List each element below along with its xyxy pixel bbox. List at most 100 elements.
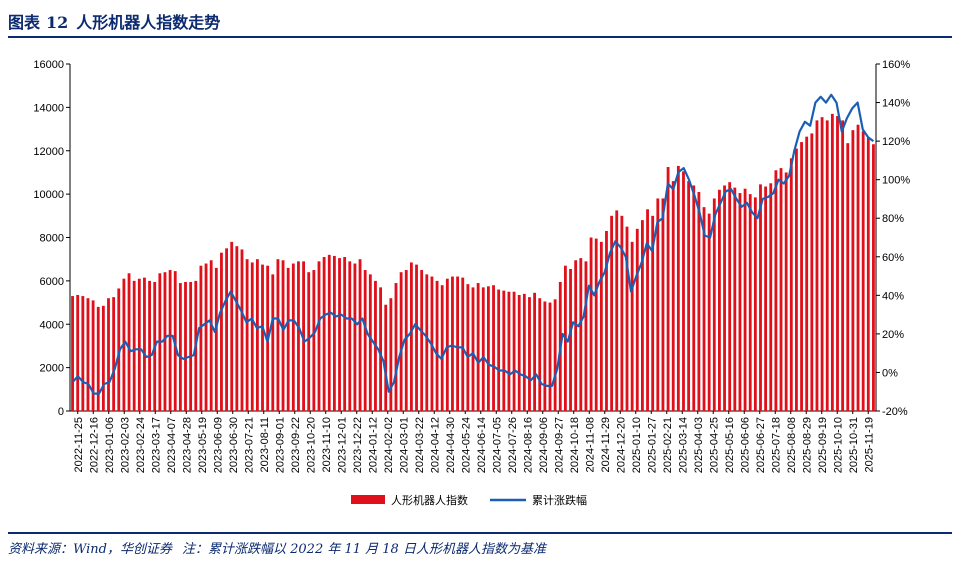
right-tick-label: 60% [882, 252, 904, 264]
bar [189, 281, 193, 411]
x-tick-label: 2025-02-21 [662, 417, 674, 473]
bar [789, 158, 793, 411]
bar [666, 167, 670, 411]
x-tick-label: 2025-06-06 [739, 417, 751, 473]
bar [230, 241, 234, 411]
x-tick-label: 2023-02-24 [135, 417, 147, 473]
right-tick-label: 80% [882, 213, 904, 225]
source-text: 资料来源：Wind，华创证券 [8, 542, 172, 557]
left-tick-label: 16000 [33, 59, 64, 71]
x-tick-label: 2025-01-10 [631, 417, 643, 473]
bar [800, 142, 803, 411]
bar [271, 274, 275, 411]
bar [861, 131, 865, 411]
bar [363, 270, 367, 411]
bar [610, 215, 614, 411]
bar [368, 274, 372, 411]
bar [630, 241, 634, 411]
x-tick-label: 2025-04-25 [708, 417, 720, 473]
left-tick-label: 10000 [33, 189, 64, 201]
x-tick-label: 2023-04-07 [166, 417, 178, 473]
bar [415, 264, 418, 411]
x-tick-label: 2023-04-28 [181, 417, 193, 473]
bar [764, 186, 768, 411]
bar [199, 265, 203, 411]
bar [538, 298, 542, 411]
bar [322, 257, 326, 411]
bar [209, 260, 213, 411]
bar [91, 300, 95, 411]
x-tick-label: 2023-12-01 [336, 417, 348, 473]
x-tick-label: 2023-09-22 [290, 417, 302, 473]
bar [697, 191, 701, 411]
bar [512, 291, 516, 411]
x-tick-label: 2024-08-16 [522, 417, 534, 473]
bar [769, 183, 773, 411]
bar [856, 124, 860, 411]
figure-label: 图表 [8, 13, 41, 32]
bar [569, 268, 572, 411]
bar [656, 198, 660, 411]
bar [235, 246, 239, 411]
bar [168, 270, 172, 411]
bar [240, 249, 244, 411]
bar [276, 259, 280, 411]
bar [712, 198, 716, 411]
x-tick-label: 2023-02-03 [119, 417, 131, 473]
bar [605, 230, 608, 411]
bar [543, 301, 547, 411]
bar [302, 261, 305, 411]
left-tick-label: 14000 [33, 102, 64, 114]
bar [461, 277, 465, 411]
x-tick-label: 2025-08-08 [786, 417, 798, 473]
bar [471, 287, 475, 411]
right-tick-label: 40% [882, 290, 904, 302]
x-tick-label: 2024-11-29 [600, 417, 612, 472]
bar [738, 193, 742, 411]
bar [148, 280, 151, 411]
bar [312, 270, 316, 411]
bar [866, 137, 870, 412]
x-tick-label: 2024-03-01 [398, 417, 410, 473]
bar [384, 304, 388, 411]
bar [723, 185, 726, 411]
bar [635, 228, 639, 411]
bar [646, 209, 649, 411]
bar [404, 270, 408, 411]
x-tick-label: 2023-11-10 [321, 417, 333, 472]
bar [589, 237, 593, 411]
x-tick-label: 2024-12-20 [615, 417, 627, 473]
x-tick-label: 2023-10-20 [305, 417, 317, 473]
bar [456, 276, 460, 411]
x-tick-label: 2025-09-19 [817, 417, 829, 473]
bar [348, 261, 352, 411]
bar [651, 215, 655, 411]
legend-label-line: 累计涨跌幅 [532, 493, 587, 507]
bar [502, 290, 506, 411]
bar [307, 272, 311, 411]
bar [76, 294, 80, 411]
bar [661, 198, 665, 411]
bar [851, 130, 855, 411]
bar [774, 170, 778, 411]
bar [291, 263, 295, 411]
right-tick-label: -20% [882, 406, 908, 418]
bar [497, 289, 501, 411]
bar [297, 261, 300, 411]
bar [107, 298, 110, 411]
bar [641, 220, 644, 411]
right-tick-label: 0% [882, 367, 898, 379]
x-tick-label: 2023-03-17 [150, 417, 162, 473]
bar [753, 197, 757, 411]
bar [440, 285, 444, 411]
bar [225, 248, 228, 411]
right-tick-label: 160% [882, 59, 910, 71]
bar [743, 188, 747, 411]
bar [261, 264, 264, 411]
bar [779, 168, 783, 411]
bar [815, 120, 819, 411]
figure-number: 12 [46, 13, 69, 32]
legend-swatch-bar [351, 495, 385, 504]
header-rule [8, 36, 952, 38]
bar [676, 165, 680, 411]
